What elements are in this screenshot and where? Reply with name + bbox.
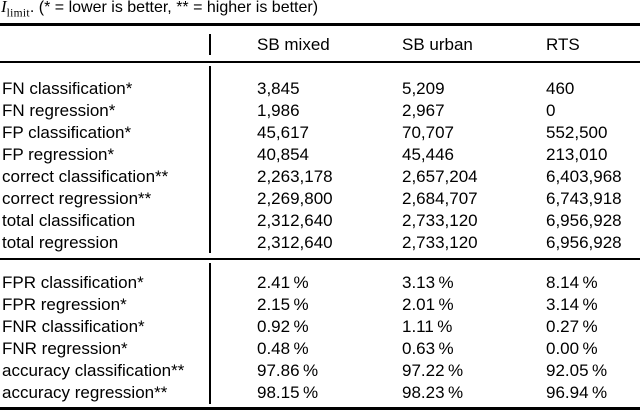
- table-header-row: SB mixed SB urban RTS: [0, 33, 640, 57]
- table-caption: Ilimit. (* = lower is better, ** = highe…: [1, 0, 319, 20]
- row-label: FNR regression*: [2, 339, 128, 358]
- row-label: accuracy classification**: [2, 361, 185, 380]
- cell-value: 2.01 %: [402, 295, 454, 314]
- row-label: FPR classification*: [2, 273, 144, 292]
- cell-value: 460: [546, 79, 575, 98]
- cell-value: 98.15 %: [257, 383, 319, 402]
- row-label: FP regression*: [2, 145, 115, 164]
- caption-text: . (* = lower is better, ** = higher is b…: [29, 0, 319, 16]
- row-label: total classification: [2, 211, 136, 230]
- cell-value: 2,684,707: [402, 189, 478, 208]
- column-divider-counts: [209, 66, 211, 253]
- row-label: accuracy regression**: [2, 383, 168, 402]
- table-row: correct classification** 2,263,178 2,657,2…: [0, 166, 640, 188]
- table-row: FN regression* 1,986 2,967 0: [0, 100, 640, 122]
- cell-value: 2,263,178: [257, 167, 333, 186]
- cell-value: 0.48 %: [257, 339, 309, 358]
- table-rule-below-header: [0, 61, 640, 63]
- table-row: FN classification* 3,845 5,209 460: [0, 78, 640, 100]
- cell-value: 2,312,640: [257, 211, 333, 230]
- table-section-counts: FN classification* 3,845 5,209 460 FN regres…: [0, 78, 640, 254]
- caption-math-subscript: limit: [6, 7, 30, 20]
- column-header-sb-urban: SB urban: [402, 35, 473, 54]
- row-label: FN regression*: [2, 101, 116, 120]
- cell-value: 6,403,968: [546, 167, 622, 186]
- cell-value: 0.63 %: [402, 339, 454, 358]
- cell-value: 2.15 %: [257, 295, 309, 314]
- row-label: FNR classification*: [2, 317, 145, 336]
- table-row: FNR classification* 0.92 % 1.11 % 0.27 %: [0, 316, 640, 338]
- cell-value: 0.92 %: [257, 317, 309, 336]
- cell-value: 40,854: [257, 145, 309, 164]
- table-row: FPR regression* 2.15 % 2.01 % 3.14 %: [0, 294, 640, 316]
- cell-value: 2,733,120: [402, 211, 478, 230]
- row-label: FP classification*: [2, 123, 132, 142]
- table-row: FNR regression* 0.48 % 0.63 % 0.00 %: [0, 338, 640, 360]
- column-divider-header: [209, 34, 211, 55]
- cell-value: 2,967: [402, 101, 445, 120]
- caption-math-symbol: Ilimit: [1, 0, 30, 20]
- cell-value: 1,986: [257, 101, 300, 120]
- table-row: accuracy classification** 97.86 % 97.22 % 9…: [0, 360, 640, 382]
- table-rule-midsection: [0, 258, 640, 260]
- cell-value: 6,743,918: [546, 189, 622, 208]
- column-header-rts: RTS: [546, 35, 580, 54]
- table-row: total classification 2,312,640 2,733,120 6,…: [0, 210, 640, 232]
- cell-value: 98.23 %: [402, 383, 464, 402]
- cell-value: 2,269,800: [257, 189, 333, 208]
- table-rule-bottom: [0, 407, 640, 410]
- row-label: correct regression**: [2, 189, 152, 208]
- table-row: FP classification* 45,617 70,707 552,500: [0, 122, 640, 144]
- cell-value: 2,657,204: [402, 167, 478, 186]
- cell-value: 6,956,928: [546, 211, 622, 230]
- cell-value: 96.94 %: [546, 383, 608, 402]
- cell-value: 3.13 %: [402, 273, 454, 292]
- cell-value: 2.41 %: [257, 273, 309, 292]
- cell-value: 0.27 %: [546, 317, 598, 336]
- cell-value: 213,010: [546, 145, 608, 164]
- cell-value: 0: [546, 101, 556, 120]
- cell-value: 97.22 %: [402, 361, 464, 380]
- cell-value: 3.14 %: [546, 295, 598, 314]
- row-label: FPR regression*: [2, 295, 127, 314]
- table-row: total regression 2,312,640 2,733,120 6,956,…: [0, 232, 640, 254]
- row-label: correct classification**: [2, 167, 169, 186]
- cell-value: 5,209: [402, 79, 445, 98]
- cell-value: 45,446: [402, 145, 454, 164]
- row-label: FN classification*: [2, 79, 133, 98]
- cell-value: 70,707: [402, 123, 454, 142]
- column-header-sb-mixed: SB mixed: [257, 35, 330, 54]
- cell-value: 3,845: [257, 79, 300, 98]
- cell-value: 2,733,120: [402, 233, 478, 252]
- cell-value: 45,617: [257, 123, 309, 142]
- cell-value: 2,312,640: [257, 233, 333, 252]
- column-divider-rates: [209, 263, 211, 404]
- table-row: FP regression* 40,854 45,446 213,010: [0, 144, 640, 166]
- cell-value: 92.05 %: [546, 361, 608, 380]
- table-row: accuracy regression** 98.15 % 98.23 % 96.94…: [0, 382, 640, 404]
- cell-value: 97.86 %: [257, 361, 319, 380]
- cell-value: 8.14 %: [546, 273, 598, 292]
- cell-value: 552,500: [546, 123, 608, 142]
- cell-value: 6,956,928: [546, 233, 622, 252]
- row-label: total regression: [2, 233, 119, 252]
- table-row: FPR classification* 2.41 % 3.13 % 8.14 %: [0, 272, 640, 294]
- cell-value: 0.00 %: [546, 339, 598, 358]
- table-row: correct regression** 2,269,800 2,684,707 6,…: [0, 188, 640, 210]
- table-rule-top: [0, 23, 640, 26]
- cell-value: 1.11 %: [402, 317, 453, 336]
- table-section-rates: FPR classification* 2.41 % 3.13 % 8.14 % FPR…: [0, 272, 640, 404]
